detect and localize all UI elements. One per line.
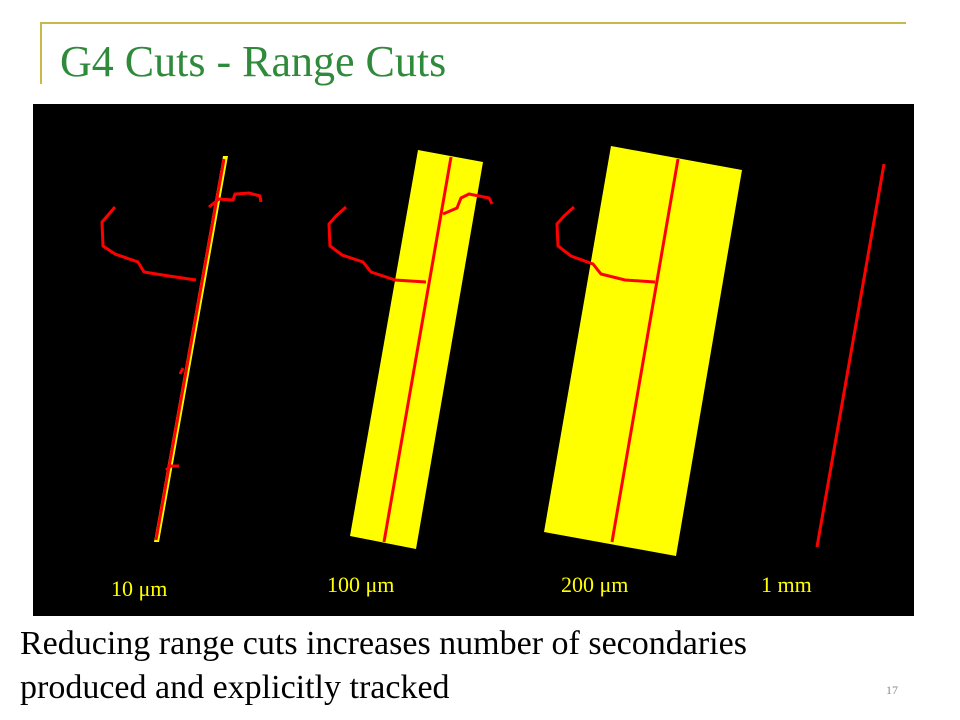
caption-line: produced and explicitly tracked — [20, 669, 450, 706]
slide-caption: Reducing range cuts increases number of … — [20, 622, 950, 710]
secondary-track — [178, 367, 185, 375]
slide-frame-top — [40, 22, 906, 24]
secondary-track — [327, 205, 427, 284]
panel-200um: 200 μm — [544, 146, 742, 597]
secondary-track — [208, 191, 263, 209]
panel-1mm: 1 mm — [761, 163, 886, 597]
panel-label: 10 μm — [111, 576, 167, 601]
secondary-track — [555, 205, 656, 284]
panel-10um: 10 μm — [100, 156, 263, 601]
panel-label: 1 mm — [761, 572, 812, 597]
primary-track — [610, 158, 680, 543]
slide-title: G4 Cuts - Range Cuts — [60, 37, 447, 86]
range-cuts-figure: 10 μm 100 μm 200 μm 1 mm — [33, 104, 914, 616]
primary-track — [154, 158, 226, 541]
primary-track — [382, 156, 453, 543]
material-slab — [544, 146, 742, 556]
caption-line: Reducing range cuts increases number of … — [20, 625, 747, 662]
slide-frame-left — [40, 22, 42, 84]
panel-label: 200 μm — [561, 572, 628, 597]
secondary-track — [100, 206, 197, 282]
range-cuts-diagram: 10 μm 100 μm 200 μm 1 mm — [33, 104, 914, 616]
panel-label: 100 μm — [327, 572, 394, 597]
secondary-track — [442, 192, 494, 216]
slide-number: 17 — [886, 683, 898, 697]
panel-100um: 100 μm — [327, 150, 494, 597]
primary-track — [815, 163, 886, 548]
secondary-track — [165, 464, 179, 472]
